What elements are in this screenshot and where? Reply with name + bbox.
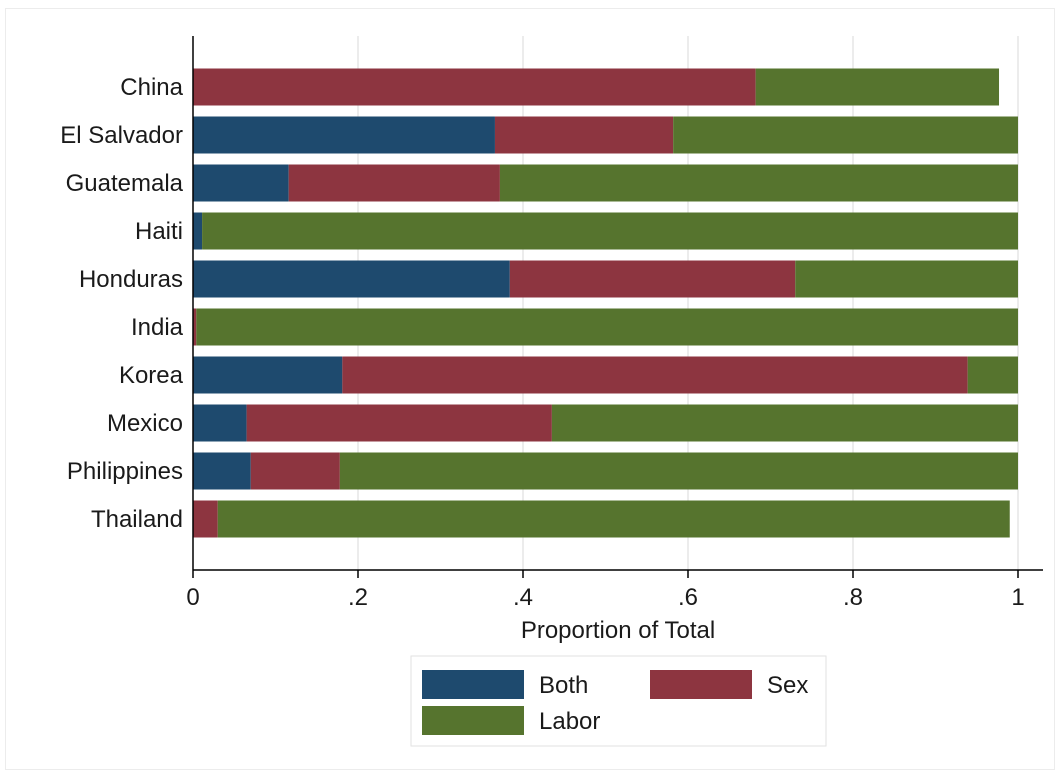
bar-sex-el-salvador	[494, 116, 674, 154]
bar-labor-el-salvador	[673, 116, 1018, 154]
bar-labor-india	[196, 308, 1019, 346]
bar-labor-honduras	[795, 260, 1018, 298]
y-axis-labels: China El Salvador Guatemala Haiti Honduras In…	[60, 74, 183, 533]
x-axis-title: Proportion of Total	[521, 617, 715, 644]
legend-swatch-both	[422, 670, 524, 699]
gridlines	[357, 36, 1019, 570]
bar-sex-honduras	[509, 260, 796, 298]
bar-both-mexico	[193, 404, 247, 442]
y-tick-label: Korea	[119, 362, 184, 389]
legend-swatch-sex	[650, 670, 752, 699]
bar-sex-mexico	[246, 404, 552, 442]
y-tick-label: Mexico	[107, 410, 183, 437]
y-tick-label: Thailand	[91, 506, 183, 533]
bar-sex-guatemala	[288, 164, 500, 202]
bar-both-el-salvador	[193, 116, 495, 154]
x-tick-label: 0	[186, 584, 199, 611]
bar-both-honduras	[193, 260, 510, 298]
x-tick-label: .4	[513, 584, 533, 611]
legend-label-labor: Labor	[539, 708, 600, 735]
bar-both-korea	[193, 356, 343, 394]
bar-sex-thailand	[193, 500, 218, 538]
bar-both-haiti	[193, 212, 203, 250]
legend-label-sex: Sex	[767, 672, 808, 699]
bar-sex-india	[193, 308, 197, 346]
x-tick-label: .8	[843, 584, 863, 611]
bar-sex-china	[193, 68, 756, 106]
y-tick-label: Philippines	[67, 458, 183, 485]
legend-swatch-labor	[422, 706, 524, 735]
bar-labor-philippines	[339, 452, 1019, 490]
y-tick-label: Haiti	[135, 218, 183, 245]
y-tick-label: Honduras	[79, 266, 183, 293]
y-tick-label: China	[120, 74, 183, 101]
legend-label-both: Both	[539, 672, 588, 699]
bar-sex-korea	[342, 356, 968, 394]
bar-labor-mexico	[551, 404, 1018, 442]
x-tick-label: 1	[1011, 584, 1024, 611]
axes	[192, 36, 1043, 571]
bar-labor-guatemala	[499, 164, 1018, 202]
x-tick-label: .2	[348, 584, 368, 611]
x-axis-ticks: 0 .2 .4 .6 .8 1	[186, 570, 1025, 611]
y-tick-label: El Salvador	[60, 122, 183, 149]
bar-labor-thailand	[217, 500, 1010, 538]
legend: Both Sex Labor	[410, 655, 827, 747]
bar-labor-korea	[967, 356, 1018, 394]
bar-both-philippines	[193, 452, 251, 490]
y-tick-label: Guatemala	[66, 170, 184, 197]
x-tick-label: .6	[678, 584, 698, 611]
bar-sex-philippines	[250, 452, 340, 490]
bar-labor-haiti	[202, 212, 1018, 250]
bar-labor-china	[755, 68, 1000, 106]
bars	[193, 68, 1019, 538]
y-tick-label: India	[131, 314, 184, 341]
bar-both-guatemala	[193, 164, 289, 202]
